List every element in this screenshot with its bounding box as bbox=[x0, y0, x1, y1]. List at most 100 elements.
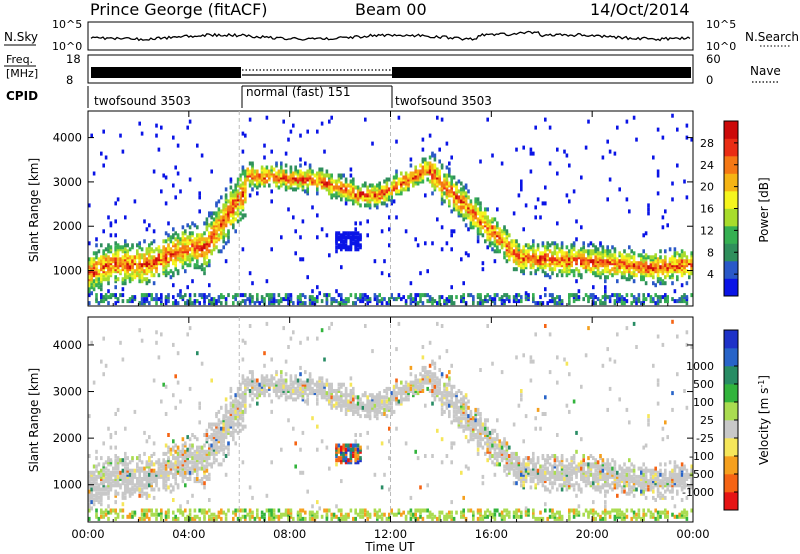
velocity-cell bbox=[328, 399, 331, 404]
velocity-cell bbox=[248, 370, 252, 375]
power-cell bbox=[203, 293, 206, 298]
power-cell bbox=[248, 271, 252, 276]
velocity-cell bbox=[124, 462, 127, 467]
power-cell bbox=[594, 271, 597, 276]
velocity-cell bbox=[210, 516, 213, 521]
power-cell bbox=[604, 285, 607, 290]
velocity-cell bbox=[152, 474, 156, 479]
power-cell bbox=[656, 295, 660, 300]
velocity-cell bbox=[143, 483, 146, 488]
power-cell bbox=[224, 301, 228, 306]
power-cell bbox=[205, 261, 209, 266]
power-cell bbox=[409, 157, 413, 162]
power-cell bbox=[280, 169, 283, 174]
velocity-cell bbox=[361, 514, 365, 519]
power-cell bbox=[335, 289, 338, 294]
power-cell bbox=[524, 203, 528, 208]
power-cell bbox=[378, 299, 381, 304]
velocity-cell bbox=[277, 386, 281, 391]
velocity-cell bbox=[409, 516, 413, 521]
velocity-cell bbox=[390, 508, 393, 513]
power-cell bbox=[181, 235, 185, 240]
velocity-cell bbox=[256, 401, 259, 406]
velocity-cell bbox=[395, 393, 398, 398]
velocity-cell bbox=[340, 516, 343, 521]
velocity-cell bbox=[263, 512, 266, 517]
velocity-cell bbox=[215, 449, 218, 454]
velocity-cell bbox=[371, 395, 374, 400]
velocity-cell bbox=[354, 443, 357, 448]
power-cell bbox=[169, 269, 173, 274]
velocity-cell bbox=[212, 449, 216, 454]
power-cell bbox=[685, 123, 689, 128]
power-cell bbox=[412, 181, 415, 186]
power-cell bbox=[505, 297, 509, 302]
velocity-cell bbox=[88, 502, 91, 507]
velocity-cell bbox=[90, 481, 93, 486]
velocity-cell bbox=[268, 386, 271, 391]
velocity-cell bbox=[407, 510, 410, 515]
velocity-cell bbox=[208, 462, 211, 467]
velocity-cell bbox=[224, 422, 228, 427]
velocity-cell bbox=[126, 456, 129, 461]
power-cell bbox=[289, 177, 293, 182]
velocity-cell bbox=[188, 466, 192, 471]
power-cell bbox=[176, 143, 180, 148]
velocity-cell bbox=[155, 470, 158, 475]
power-cell bbox=[426, 161, 429, 166]
velocity-cell bbox=[227, 451, 230, 456]
power-cell bbox=[404, 171, 408, 176]
power-cell bbox=[438, 169, 441, 174]
velocity-cell bbox=[251, 382, 254, 387]
power-cell bbox=[527, 253, 530, 258]
power-cell bbox=[452, 229, 456, 234]
velocity-cell bbox=[97, 483, 101, 488]
power-cell bbox=[220, 215, 223, 220]
power-cell bbox=[318, 167, 321, 172]
power-cell bbox=[352, 177, 355, 182]
power-cell bbox=[654, 263, 657, 268]
velocity-cell bbox=[368, 407, 372, 412]
power-cell bbox=[196, 225, 199, 230]
power-cell bbox=[599, 241, 602, 246]
power-cell bbox=[148, 269, 151, 274]
power-cell bbox=[234, 293, 237, 298]
velocity-cell bbox=[88, 474, 91, 479]
velocity-cell bbox=[88, 479, 91, 484]
power-cell bbox=[642, 293, 645, 298]
power-cell bbox=[652, 271, 655, 276]
power-cell bbox=[366, 185, 369, 190]
cpid-label: CPID bbox=[6, 89, 38, 103]
velocity-cell bbox=[287, 516, 290, 521]
velocity-cell bbox=[198, 401, 201, 406]
power-cell bbox=[109, 221, 113, 226]
velocity-cell bbox=[222, 443, 225, 448]
velocity-cell bbox=[390, 397, 393, 402]
power-cell bbox=[690, 263, 693, 268]
velocity-cell bbox=[172, 439, 175, 444]
power-cell bbox=[472, 225, 475, 230]
power-cell bbox=[152, 297, 156, 302]
velocity-cell bbox=[400, 399, 403, 404]
power-cell bbox=[388, 187, 391, 192]
power-cell bbox=[131, 277, 134, 282]
velocity-cell bbox=[121, 462, 125, 467]
power-cell bbox=[416, 301, 420, 306]
velocity-cell bbox=[174, 443, 177, 448]
power-cell bbox=[232, 219, 235, 224]
velocity-cell bbox=[342, 399, 345, 404]
power-cell bbox=[438, 159, 441, 164]
velocity-cell bbox=[349, 391, 353, 396]
velocity-cell bbox=[200, 445, 204, 450]
velocity-cell bbox=[306, 336, 309, 341]
velocity-cell bbox=[284, 397, 288, 402]
velocity-cell bbox=[284, 380, 288, 385]
power-cell bbox=[438, 147, 441, 152]
power-cell bbox=[224, 241, 228, 246]
velocity-cell bbox=[210, 433, 213, 437]
power-cell bbox=[532, 293, 535, 298]
power-cell bbox=[385, 181, 389, 186]
velocity-cell bbox=[335, 462, 338, 467]
power-cell bbox=[503, 251, 506, 256]
velocity-cell bbox=[248, 508, 252, 513]
